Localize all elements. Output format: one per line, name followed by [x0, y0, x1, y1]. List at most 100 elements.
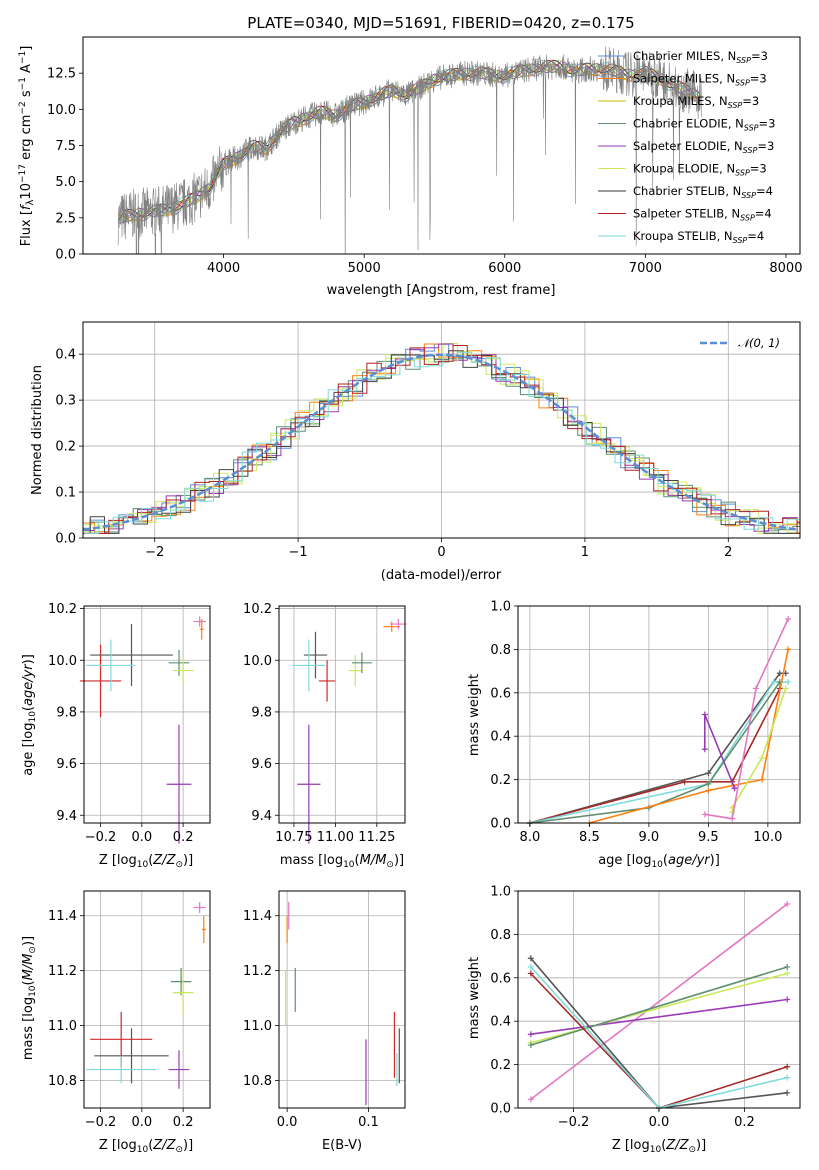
errorbar-point	[348, 655, 362, 687]
residual-histogram	[83, 350, 800, 534]
spectrum-ylabel: Flux [fλ10−17 erg cm−2 s−1 A−1]	[18, 46, 36, 247]
x-tick-label: 0.0	[131, 1115, 152, 1130]
spectrum-panel: PLATE=0340, MJD=51691, FIBERID=0420, z=0…	[18, 14, 802, 298]
y-tick-label: 11.0	[243, 1019, 272, 1034]
x-tick-label: 5000	[348, 261, 381, 276]
y-tick-label: 0.2	[55, 440, 76, 455]
weight-series-line	[589, 649, 789, 824]
errorbar-point	[86, 639, 136, 692]
x-tick-label: 1	[581, 545, 589, 560]
weight-series-line	[530, 903, 788, 1100]
age-weight-xlabel: age [log10(age/yr)]	[598, 853, 720, 870]
y-tick-label: 12.5	[47, 67, 76, 82]
x-tick-label: 8.0	[520, 830, 541, 845]
y-tick-label: 9.4	[251, 809, 272, 824]
residual-histogram	[84, 350, 800, 534]
y-tick-label: 9.8	[251, 705, 272, 720]
y-tick-label: 0.8	[490, 928, 511, 943]
x-tick-label: −1	[289, 545, 308, 560]
z-mass-frame	[83, 890, 211, 1109]
z-mass-ylabel: mass [log10(M/M⊙)]	[21, 936, 38, 1060]
y-tick-label: 0.2	[490, 1058, 511, 1073]
y-tick-label: 0.6	[490, 686, 511, 701]
x-tick-label: 10.75	[275, 830, 312, 845]
errorbar-point	[318, 660, 336, 702]
x-tick-label: 0.0	[131, 830, 152, 845]
x-tick-label: 4000	[207, 261, 240, 276]
weight-series-line	[529, 681, 781, 824]
y-tick-label: 0.4	[490, 1015, 511, 1030]
weight-marker	[784, 1063, 791, 1070]
x-tick-label: 0.2	[734, 1115, 755, 1130]
errorbar-point	[193, 901, 206, 913]
errorbar-point	[172, 657, 194, 684]
weight-series-line	[529, 681, 789, 824]
weight-marker	[705, 787, 712, 794]
y-tick-label: 9.4	[56, 809, 77, 824]
ebv-mass-xlabel: E(B-V)	[322, 1138, 362, 1153]
spectrum-title: PLATE=0340, MJD=51691, FIBERID=0420, z=0…	[247, 14, 634, 32]
x-tick-label: 0.2	[173, 830, 194, 845]
weight-series-line	[731, 688, 787, 813]
legend-label: Chabrier STELIB, NSSP=4	[633, 184, 773, 200]
weight-marker	[701, 746, 708, 753]
z-age-xlabel: Z [log10(Z/Z⊙)]	[99, 853, 193, 870]
y-tick-label: 0.2	[490, 773, 511, 788]
weight-marker	[782, 685, 789, 692]
y-tick-label: 10.8	[243, 1074, 272, 1089]
legend-label: Chabrier MILES, NSSP=3	[633, 49, 768, 65]
x-tick-label: 7000	[629, 261, 662, 276]
y-tick-label: 0.0	[490, 817, 511, 832]
weight-marker	[527, 970, 534, 977]
y-tick-label: 9.6	[56, 757, 77, 772]
weight-series-line	[529, 688, 781, 824]
legend-label: Kroupa ELODIE, NSSP=3	[633, 162, 767, 178]
y-tick-label: 11.4	[243, 909, 272, 924]
z-mass-xlabel: Z [log10(Z/Z⊙)]	[99, 1138, 193, 1155]
x-tick-label: 8.5	[579, 830, 600, 845]
weight-marker	[784, 963, 791, 970]
weight-marker	[784, 1089, 791, 1096]
z-age-frame	[83, 605, 211, 824]
x-tick-label: 11.25	[358, 830, 395, 845]
x-tick-label: 0.0	[649, 1115, 670, 1130]
y-tick-label: 0.4	[490, 730, 511, 745]
y-tick-label: 10.2	[243, 602, 272, 617]
errorbar-point	[166, 724, 192, 844]
errorbar-point	[193, 616, 206, 627]
legend-label: Kroupa STELIB, NSSP=4	[633, 229, 764, 245]
errorbar-point	[297, 724, 321, 844]
z-age-ylabel: age [log10(age/yr)]	[21, 654, 38, 776]
weight-marker	[785, 678, 792, 685]
y-tick-label: 10.0	[243, 654, 272, 669]
y-tick-label: 7.5	[55, 139, 76, 154]
legend-label: Kroupa MILES, NSSP=3	[633, 94, 759, 110]
x-tick-label: 6000	[488, 261, 521, 276]
errorbar-point	[303, 631, 328, 679]
errorbar-point	[390, 618, 407, 630]
residual-histogram	[83, 354, 800, 534]
weight-marker	[776, 670, 783, 677]
weight-marker	[758, 754, 765, 761]
residual-histogram	[84, 343, 800, 531]
errorbar-point	[86, 1055, 157, 1084]
errorbar-point	[94, 1028, 169, 1084]
x-tick-label: −0.2	[85, 830, 117, 845]
legend-label: Salpeter MILES, NSSP=3	[633, 72, 767, 88]
y-tick-label: 9.6	[251, 757, 272, 772]
gaussian-curve	[83, 353, 798, 532]
mass-age-panel: 10.75 11.00 11.25 9.4 9.6 9.8 10.0 10.2 mass [l…	[243, 602, 407, 870]
spectrum-legend: Chabrier MILES, NSSP=3 Salpeter MILES, NS…	[598, 49, 775, 245]
weight-marker	[527, 1042, 534, 1049]
x-tick-label: −0.2	[558, 1115, 590, 1130]
x-tick-label: 9.0	[639, 830, 660, 845]
z-mass-panel: −0.2 0.0 0.2 10.8 11.0 11.2 11.4 mass [log10(M…	[21, 890, 211, 1155]
weight-marker	[527, 1031, 534, 1038]
age-weight-frame	[517, 605, 801, 824]
errorbar-point	[79, 644, 122, 718]
x-tick-label: −0.2	[85, 1115, 117, 1130]
y-tick-label: 5.0	[55, 175, 76, 190]
errorbar-point	[172, 970, 194, 1015]
weight-marker	[784, 970, 791, 977]
